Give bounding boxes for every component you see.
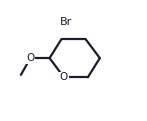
Text: O: O — [26, 53, 35, 63]
Text: Br: Br — [60, 17, 72, 27]
Text: O: O — [60, 72, 68, 82]
